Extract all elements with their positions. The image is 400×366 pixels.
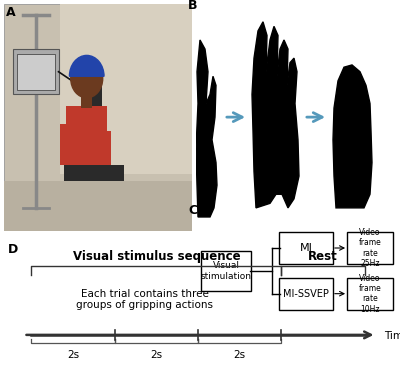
Text: Video
frame
rate
10Hz: Video frame rate 10Hz	[359, 273, 381, 314]
Bar	[83, 85, 102, 181]
FancyBboxPatch shape	[347, 232, 393, 264]
Polygon shape	[252, 22, 299, 208]
Bar	[64, 165, 124, 181]
Text: Video
frame
rate
25Hz: Video frame rate 25Hz	[359, 228, 381, 268]
Bar	[60, 124, 74, 165]
Bar	[66, 106, 107, 165]
Text: MI: MI	[300, 243, 312, 253]
Bar	[60, 4, 192, 174]
Text: C: C	[188, 204, 197, 217]
Text: Visual
stimulation: Visual stimulation	[200, 261, 252, 281]
Text: D: D	[8, 243, 18, 256]
Polygon shape	[196, 40, 217, 217]
Wedge shape	[70, 55, 104, 76]
Text: MI-SSVEP: MI-SSVEP	[283, 289, 329, 299]
FancyBboxPatch shape	[347, 277, 393, 310]
Circle shape	[71, 59, 103, 98]
Text: Rest: Rest	[308, 250, 338, 264]
Text: Each trial contains three
groups of gripping actions: Each trial contains three groups of grip…	[76, 289, 213, 310]
Text: Time 8s: Time 8s	[384, 331, 400, 341]
Bar	[14, 49, 58, 94]
Text: 2s: 2s	[150, 351, 162, 361]
Bar	[4, 181, 192, 231]
Text: B: B	[188, 0, 198, 12]
Bar	[17, 53, 55, 90]
FancyBboxPatch shape	[279, 277, 333, 310]
FancyBboxPatch shape	[279, 232, 333, 264]
FancyBboxPatch shape	[201, 251, 251, 291]
Polygon shape	[333, 65, 372, 208]
Text: 2s: 2s	[67, 351, 79, 361]
Text: 2s: 2s	[234, 351, 246, 361]
Bar	[102, 131, 111, 165]
Bar	[81, 94, 92, 108]
Text: A: A	[6, 6, 16, 19]
Text: Visual stimulus sequence: Visual stimulus sequence	[72, 250, 240, 264]
